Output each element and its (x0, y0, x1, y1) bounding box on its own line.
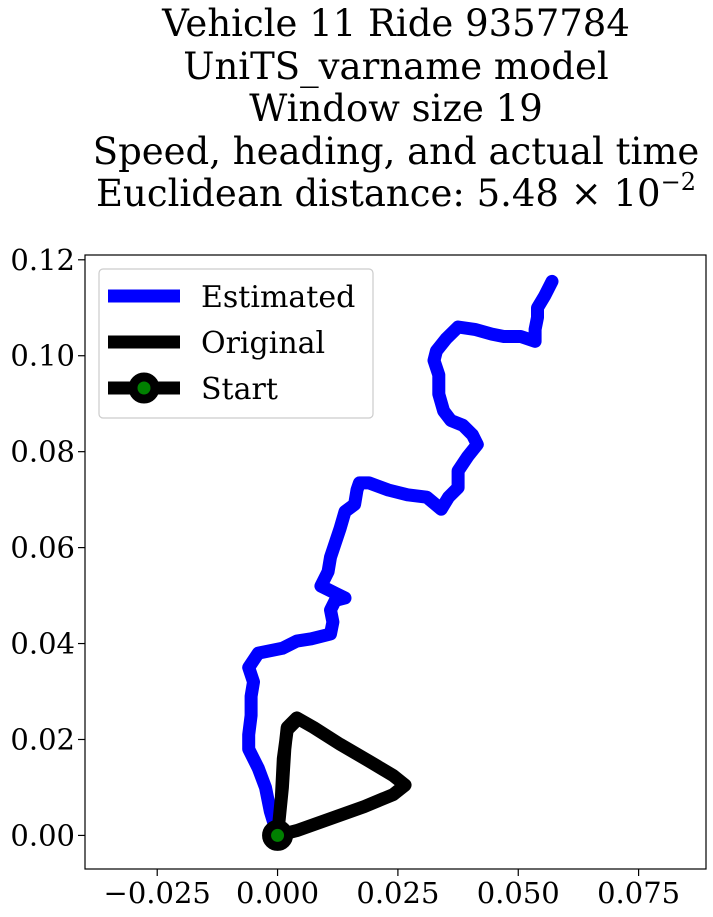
title-line: Euclidean distance: 5.48 × 10−2 (96, 168, 696, 215)
start-marker (262, 819, 294, 851)
series-original-line (271, 711, 412, 842)
y-axis: 0.00 0.02 0.04 0.06 0.08 0.10 0.12 (10, 243, 85, 852)
y-tick-label: 0.10 (10, 339, 75, 373)
x-tick-label: 0.075 (597, 876, 680, 910)
x-tick-label: −0.025 (104, 876, 211, 910)
x-tick-label: 0.025 (356, 876, 439, 910)
legend-label: Estimated (201, 280, 355, 315)
legend-start-marker (128, 372, 160, 404)
legend-box (98, 268, 374, 419)
title-line: UniTS_varname model (183, 45, 608, 89)
y-tick-label: 0.08 (10, 435, 75, 469)
x-tick-label: 0.000 (236, 876, 319, 910)
title-line: Vehicle 11 Ride 9357784 (161, 2, 630, 45)
y-tick-label: 0.04 (10, 627, 75, 661)
series-estimated-line (242, 274, 559, 842)
title-line: Speed, heading, and actual time (93, 130, 700, 173)
y-tick-label: 0.12 (10, 243, 75, 277)
plot-area (84, 254, 707, 870)
x-tick-label: 0.050 (477, 876, 560, 910)
y-tick-label: 0.02 (10, 722, 75, 756)
series-group (242, 274, 559, 851)
legend-label: Start (201, 372, 278, 407)
legend: Estimated Original Start (98, 268, 374, 419)
y-tick-label: 0.06 (10, 531, 75, 565)
y-tick-label: 0.00 (10, 818, 75, 852)
x-axis: −0.025 0.000 0.025 0.050 0.075 (104, 869, 680, 910)
title-line: Window size 19 (249, 87, 543, 130)
legend-label: Original (201, 326, 325, 361)
